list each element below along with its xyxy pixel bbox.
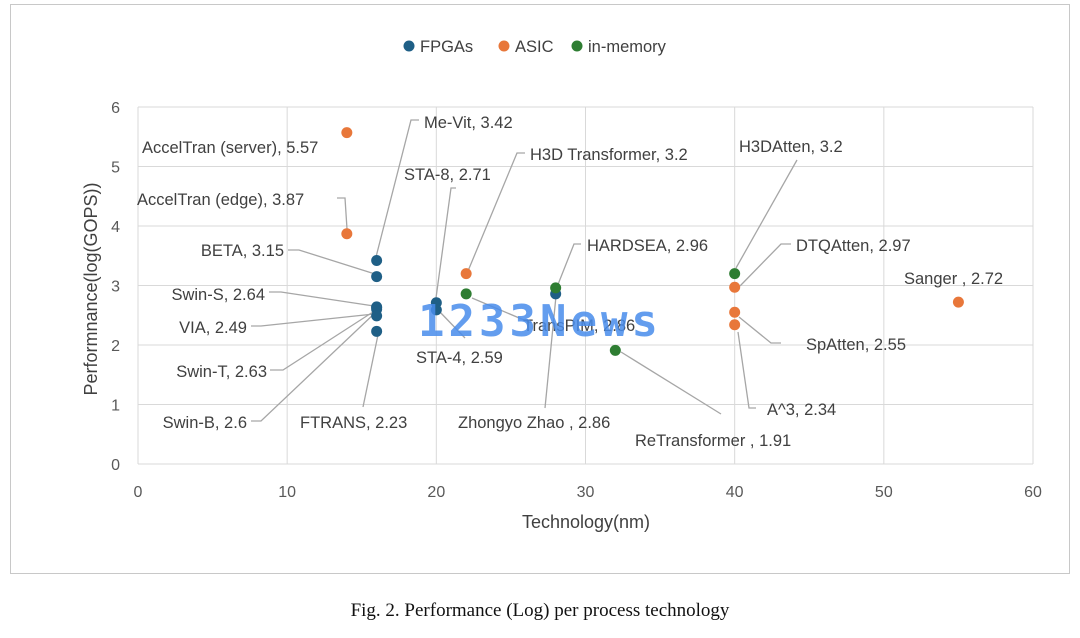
x-tick-label: 10	[278, 484, 296, 501]
data-labels: Me-Vit, 3.42 BETA, 3.15 Swin-S, 2.64 Swin-T…	[137, 114, 1003, 450]
leader-lines	[251, 119, 798, 422]
scatter-chart: 0 10 20 30 40 50 60 0 1 2 3 4 5 6 Me-Vit, 3.42 BETA, 3…	[81, 38, 1042, 532]
leader-line	[251, 311, 377, 422]
data-label: Swin-B, 2.6	[163, 414, 247, 432]
data-point	[550, 282, 562, 294]
data-label: Me-Vit, 3.42	[424, 114, 513, 132]
x-tick-label: 30	[577, 484, 595, 501]
data-point	[729, 268, 741, 280]
data-label: BETA, 3.15	[201, 242, 284, 260]
data-label: Swin-T, 2.63	[176, 363, 267, 381]
y-tick-label: 5	[111, 160, 120, 177]
data-label: Sanger , 2.72	[904, 270, 1003, 288]
data-label: AccelTran (edge), 3.87	[137, 191, 304, 209]
data-point	[952, 296, 964, 308]
axes: 0 10 20 30 40 50 60 0 1 2 3 4 5 6	[111, 100, 1042, 501]
data-label: Swin-S, 2.64	[171, 286, 265, 304]
data-label: DTQAtten, 2.97	[796, 237, 911, 255]
leader-line	[467, 152, 525, 272]
leader-line	[437, 309, 466, 339]
x-tick-label: 50	[875, 484, 893, 501]
leader-line	[544, 295, 557, 409]
leader-line	[288, 249, 376, 275]
legend-label: ASIC	[515, 38, 554, 56]
x-tick-label: 40	[726, 484, 744, 501]
data-point	[430, 304, 442, 316]
data-point	[341, 127, 353, 139]
data-label: STA-8, 2.71	[404, 166, 491, 184]
figure-frame: 0 10 20 30 40 50 60 0 1 2 3 4 5 6 Me-Vit, 3.42 BETA, 3…	[10, 4, 1070, 574]
leader-line	[269, 291, 375, 307]
grid	[137, 106, 1034, 465]
legend-label: FPGAs	[420, 38, 473, 56]
data-label: ReTransformer , 1.91	[635, 432, 791, 450]
data-point	[371, 310, 383, 322]
data-label: TransPIM, 2.86	[523, 317, 635, 335]
leader-line	[270, 309, 377, 371]
data-point	[341, 228, 353, 240]
y-tick-label: 6	[111, 100, 120, 117]
data-point	[729, 306, 741, 318]
figure-caption: Fig. 2. Performance (Log) per process te…	[350, 600, 730, 621]
data-label: H3D Transformer, 3.2	[530, 146, 688, 164]
legend-marker	[403, 40, 415, 52]
legend-marker	[498, 40, 510, 52]
y-tick-label: 4	[111, 219, 120, 236]
data-label: AccelTran (server), 5.57	[142, 139, 318, 157]
x-tick-label: 60	[1024, 484, 1042, 501]
leader-line	[738, 316, 781, 344]
data-point	[729, 319, 741, 331]
leader-line	[435, 187, 456, 299]
data-label: HARDSEA, 2.96	[587, 237, 708, 255]
leader-line	[375, 119, 419, 258]
leader-line	[362, 329, 380, 408]
data-point	[371, 271, 383, 283]
data-point	[371, 255, 383, 267]
data-point	[460, 268, 472, 280]
data-point	[729, 281, 741, 293]
y-tick-label: 3	[111, 279, 120, 296]
data-label: H3DAtten, 3.2	[739, 138, 843, 156]
leader-line	[251, 313, 375, 327]
legend: FPGAs ASIC in-memory	[403, 38, 667, 56]
leader-line	[735, 159, 798, 269]
legend-marker	[571, 40, 583, 52]
leader-line	[620, 351, 722, 415]
y-tick-label: 2	[111, 338, 120, 355]
x-tick-label: 20	[427, 484, 445, 501]
data-points	[341, 127, 964, 356]
x-tick-label: 0	[134, 484, 143, 501]
data-point	[371, 325, 383, 337]
leader-line	[337, 197, 348, 230]
y-tick-label: 1	[111, 398, 120, 415]
leader-line	[471, 297, 532, 324]
y-tick-label: 0	[111, 457, 120, 474]
x-axis-title: Technology(nm)	[522, 512, 650, 532]
data-label: A^3, 2.34	[767, 401, 836, 419]
data-label: Zhongyo Zhao , 2.86	[458, 414, 610, 432]
y-axis-title: Performnance(log(GOPS))	[81, 182, 101, 395]
leader-line	[739, 243, 791, 287]
data-label: VIA, 2.49	[179, 319, 247, 337]
data-point	[460, 288, 472, 300]
data-point	[609, 344, 621, 356]
legend-label: in-memory	[588, 38, 667, 56]
data-label: SpAtten, 2.55	[806, 336, 906, 354]
leader-line	[556, 243, 581, 288]
data-label: FTRANS, 2.23	[300, 414, 407, 432]
leader-line	[737, 331, 756, 409]
data-label: STA-4, 2.59	[416, 349, 503, 367]
